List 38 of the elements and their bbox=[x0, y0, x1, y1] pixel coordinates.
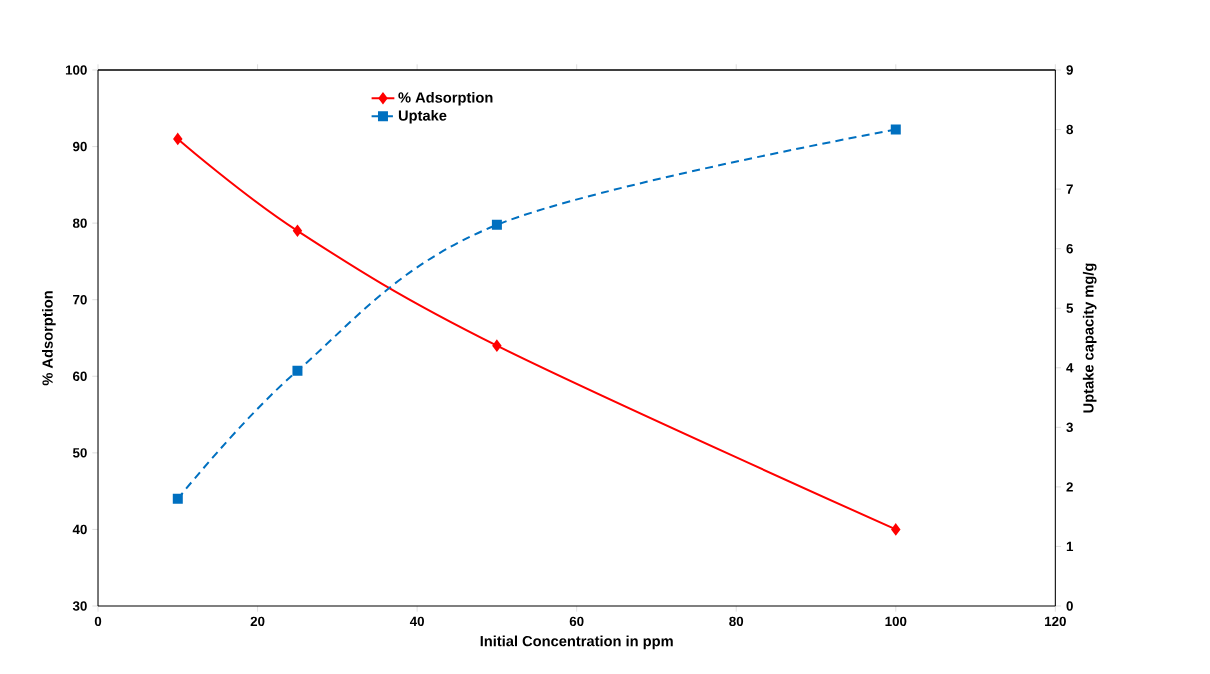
y2-tick-label: 8 bbox=[1066, 124, 1074, 135]
point bbox=[891, 523, 901, 536]
y-tick-label: 30 bbox=[72, 601, 87, 611]
x-tick-label: 40 bbox=[409, 616, 424, 627]
x-axis-title: Initial Concentration in ppm bbox=[480, 635, 673, 650]
y2-tick-label: 0 bbox=[1066, 601, 1073, 611]
y-tick-label: 40 bbox=[72, 524, 87, 535]
x-tick-label: 80 bbox=[729, 616, 744, 627]
point bbox=[492, 339, 502, 352]
point bbox=[890, 124, 901, 135]
point bbox=[292, 225, 302, 237]
x-tick-label: 60 bbox=[569, 616, 584, 627]
y2-tick-label: 3 bbox=[1066, 422, 1073, 433]
x-tick-label: 120 bbox=[1045, 616, 1066, 627]
point bbox=[292, 365, 303, 376]
point bbox=[173, 133, 183, 145]
y2-tick-label: 6 bbox=[1066, 243, 1073, 254]
y-tick-label: 70 bbox=[73, 294, 87, 305]
y2-tick-label: 7 bbox=[1066, 184, 1073, 194]
legend-label: Uptake bbox=[398, 109, 447, 124]
y2-axis-title: Uptake capacity mg/g bbox=[1082, 263, 1097, 413]
y-axis-title: % Adsorption bbox=[42, 291, 56, 386]
legend-label: % Adsorption bbox=[398, 91, 493, 106]
point bbox=[172, 493, 183, 504]
y2-tick-label: 9 bbox=[1066, 65, 1073, 75]
x-tick-label: 0 bbox=[94, 616, 102, 627]
y-tick-label: 90 bbox=[72, 141, 87, 152]
y2-tick-label: 2 bbox=[1066, 482, 1073, 492]
x-tick-label: 20 bbox=[250, 616, 265, 627]
x-tick-label: 100 bbox=[885, 616, 907, 627]
y-tick-label: 80 bbox=[72, 218, 87, 228]
y-tick-label: 50 bbox=[72, 448, 87, 458]
y-tick-label: 100 bbox=[65, 65, 87, 75]
point bbox=[491, 219, 502, 230]
y2-tick-label: 5 bbox=[1066, 303, 1074, 313]
y2-tick-label: 1 bbox=[1066, 541, 1074, 552]
y2-tick-label: 4 bbox=[1066, 363, 1074, 373]
y-tick-label: 60 bbox=[72, 371, 87, 381]
